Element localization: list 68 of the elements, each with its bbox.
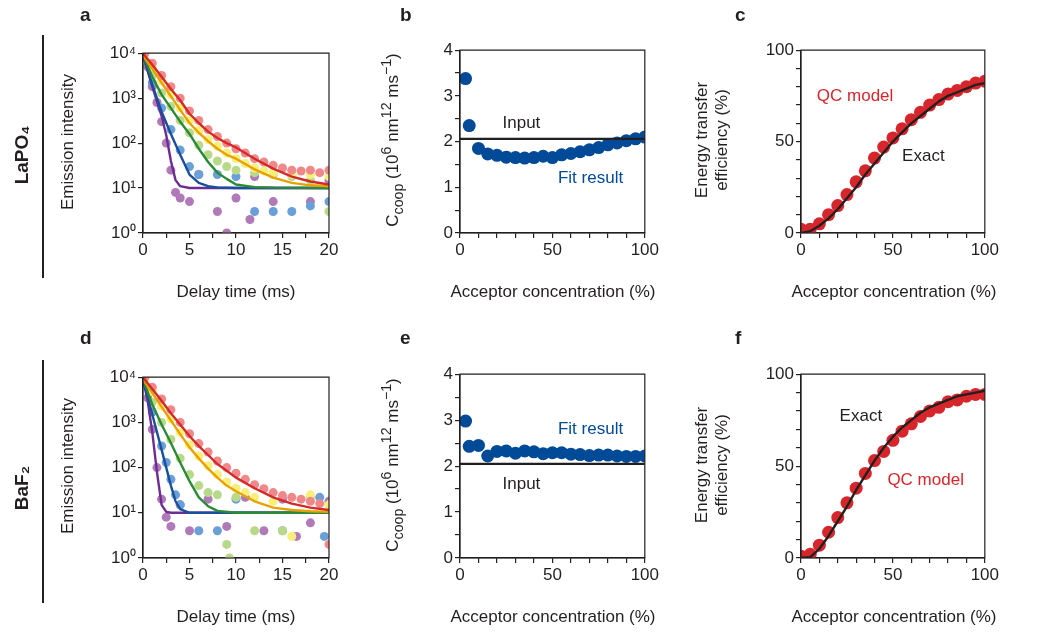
x-tick-label: 50 [883, 564, 903, 584]
x-axis-title: Acceptor concentration (%) [791, 282, 997, 302]
y-tick-label: 10⁴ [109, 366, 136, 386]
series-label: QC model [887, 470, 964, 490]
chart-title: e [400, 327, 411, 349]
y-tick-label: 50 [775, 455, 794, 475]
y-tick-label: 100 [765, 363, 794, 383]
y-tick-label: 10⁰ [111, 222, 136, 242]
series-label: Exact [839, 406, 883, 426]
x-tick-label: 20 [319, 239, 339, 259]
x-tick-label: 100 [970, 564, 1000, 584]
chart-title: f [735, 327, 742, 349]
y-tick-label: 4 [443, 39, 453, 59]
chart-title: b [400, 4, 412, 26]
y-axis-title: Emission intensity [58, 397, 78, 535]
x-tick-label: 50 [542, 239, 562, 259]
y-tick-label: 4 [443, 363, 453, 383]
y-tick-label: 50 [775, 131, 794, 151]
x-tick-label: 100 [630, 239, 660, 259]
x-tick-label: 15 [273, 564, 292, 584]
y-tick-label: 10³ [111, 87, 137, 107]
y-tick-label: 1 [443, 501, 453, 521]
x-axis-title: Acceptor concentration (%) [450, 607, 656, 627]
x-tick-label: 100 [970, 239, 1000, 259]
x-axis-title: Delay time (ms) [176, 607, 296, 627]
series-label: QC model [816, 85, 894, 105]
x-axis-title: Delay time (ms) [176, 282, 296, 302]
x-axis-title: Acceptor concentration (%) [450, 282, 656, 302]
x-tick-label: 5 [184, 239, 195, 259]
y-tick-label: 10¹ [111, 502, 137, 522]
y-tick-label: 0 [784, 222, 794, 242]
series-label: Fit result [557, 167, 624, 187]
chart-title: d [80, 327, 92, 349]
text: BaF₂ [11, 465, 33, 511]
x-tick-label: 10 [226, 239, 246, 259]
text: LaPO₄ [11, 125, 33, 185]
ref-line-label: Input [502, 474, 541, 494]
y-tick-label: 10⁰ [111, 547, 136, 567]
y-axis-title: Emission intensity [58, 73, 78, 211]
series-label: Fit result [557, 419, 624, 439]
y-tick-label: 10² [111, 457, 137, 477]
y-tick-label: 3 [443, 85, 453, 105]
x-tick-label: 20 [319, 564, 339, 584]
y-axis-title: Energy transfer efficiency (%) [692, 405, 732, 526]
series-label: Exact [902, 145, 945, 165]
y-tick-label: 1 [443, 176, 453, 196]
x-tick-label: 100 [630, 564, 660, 584]
y-tick-label: 0 [443, 547, 453, 567]
ref-line-label: Input [502, 113, 541, 133]
x-tick-label: 50 [883, 239, 903, 259]
y-tick-label: 2 [443, 131, 453, 151]
y-tick-label: 10² [111, 132, 137, 152]
y-tick-label: 100 [765, 39, 794, 59]
y-tick-label: 10⁴ [109, 42, 136, 62]
x-tick-label: 50 [542, 564, 562, 584]
y-tick-label: 10¹ [111, 177, 137, 197]
y-tick-label: 0 [784, 547, 794, 567]
y-tick-label: 0 [443, 222, 453, 242]
y-axis-title: Energy transfer efficiency (%) [692, 80, 732, 201]
y-tick-label: 10³ [111, 412, 137, 432]
x-tick-label: 10 [226, 564, 246, 584]
x-tick-label: 5 [184, 564, 195, 584]
y-tick-label: 2 [443, 455, 453, 475]
y-tick-label: 3 [443, 409, 453, 429]
x-axis-title: Acceptor concentration (%) [791, 607, 997, 627]
chart-title: c [735, 4, 746, 26]
chart-title: a [80, 4, 91, 26]
x-tick-label: 15 [273, 239, 292, 259]
